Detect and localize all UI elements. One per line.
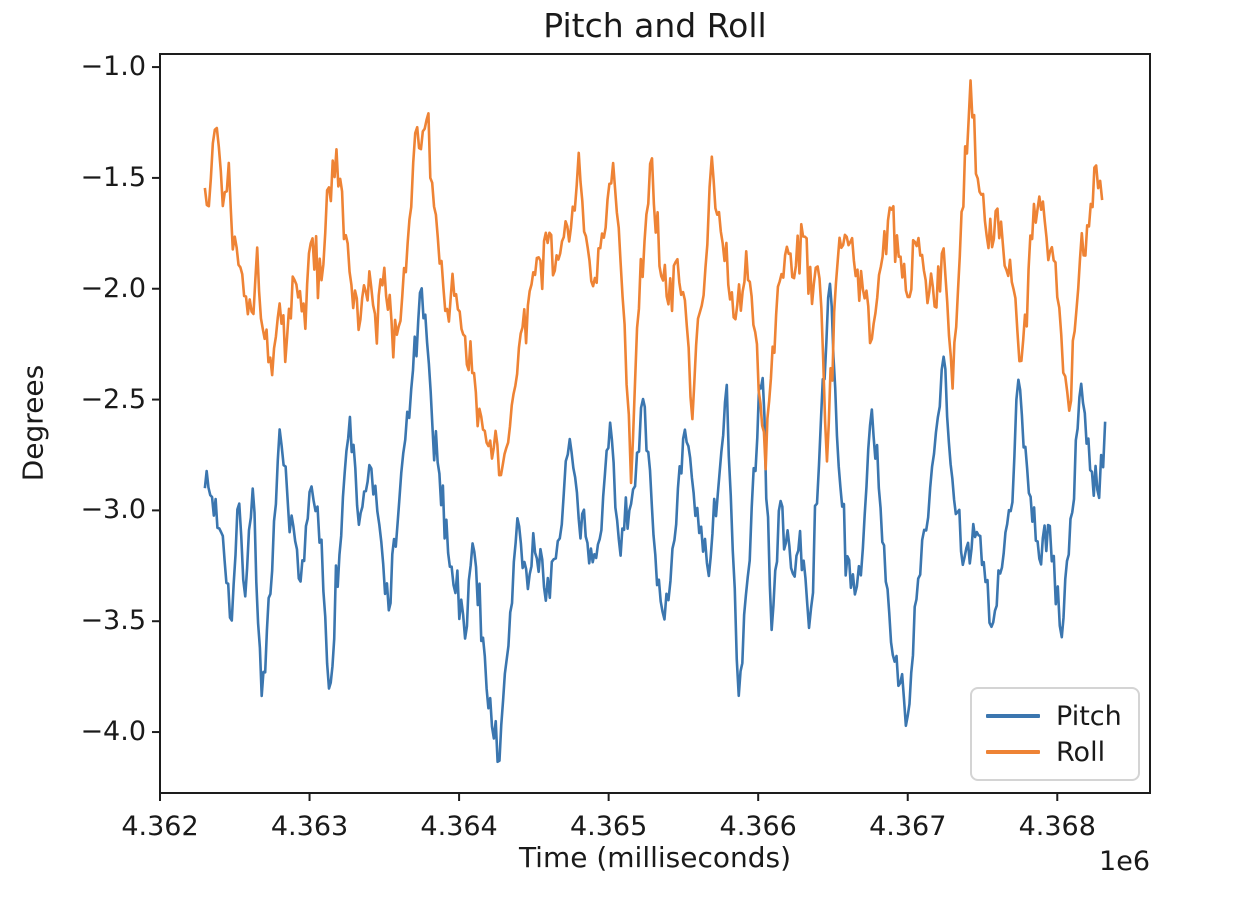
x-tick-label: 4.366	[719, 811, 797, 842]
x-axis-offset-label: 1e6	[1099, 846, 1150, 877]
y-tick-label: −3.0	[80, 494, 146, 526]
x-axis-label: Time (milliseconds)	[518, 841, 792, 874]
y-tick-label: −1.5	[80, 161, 146, 193]
pitch-line-swatch	[986, 714, 1040, 718]
roll-line-swatch	[986, 750, 1040, 754]
y-tick-label: −2.5	[80, 383, 146, 415]
y-tick-label: −1.0	[80, 50, 146, 82]
x-tick-label: 4.367	[869, 811, 947, 842]
legend-entry-roll: Roll	[986, 739, 1138, 766]
y-tick-label: −4.0	[80, 715, 146, 747]
legend-entry-pitch: Pitch	[986, 703, 1138, 730]
x-tick-label: 4.368	[1018, 811, 1096, 842]
x-tick-label: 4.365	[569, 811, 648, 842]
legend-label-pitch: Pitch	[1056, 700, 1122, 732]
y-tick-label: −3.5	[80, 605, 146, 637]
x-tick-label: 4.363	[270, 811, 349, 842]
chart-title: Pitch and Roll	[543, 6, 767, 45]
y-tick-label: −2.0	[80, 272, 146, 304]
y-axis-label: Degrees	[16, 364, 50, 482]
x-tick-label: 4.364	[420, 811, 498, 842]
legend: Pitch Roll	[970, 687, 1140, 781]
legend-label-roll: Roll	[1056, 736, 1106, 768]
x-tick-label: 4.362	[121, 811, 199, 842]
